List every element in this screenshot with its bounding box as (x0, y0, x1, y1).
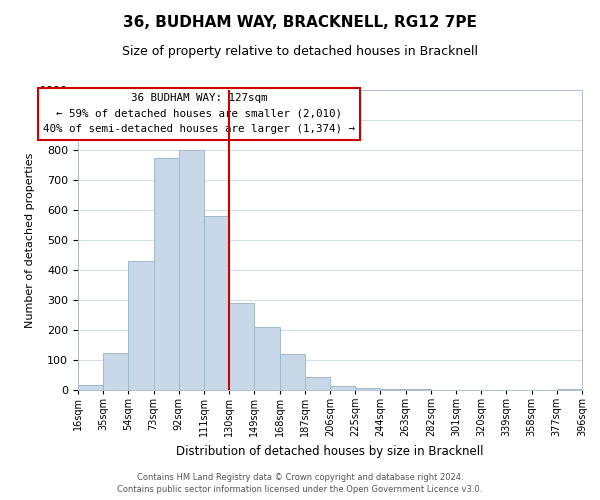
Bar (254, 327, 280, 390)
Bar (330, 386, 355, 390)
Bar (103, 352, 128, 390)
X-axis label: Distribution of detached houses by size in Bracknell: Distribution of detached houses by size … (176, 445, 484, 458)
Bar (154, 158, 179, 390)
Text: Contains HM Land Registry data © Crown copyright and database right 2024.: Contains HM Land Registry data © Crown c… (137, 472, 463, 482)
Bar (380, 389, 406, 390)
Bar (229, 303, 254, 390)
Text: Size of property relative to detached houses in Bracknell: Size of property relative to detached ho… (122, 45, 478, 58)
Y-axis label: Number of detached properties: Number of detached properties (25, 152, 35, 328)
Bar (204, 216, 229, 390)
Text: 36 BUDHAM WAY: 127sqm
← 59% of detached houses are smaller (2,010)
40% of semi-d: 36 BUDHAM WAY: 127sqm ← 59% of detached … (43, 93, 355, 134)
Bar (78, 384, 103, 390)
Bar (557, 388, 582, 390)
Bar (355, 388, 380, 390)
Text: Contains public sector information licensed under the Open Government Licence v3: Contains public sector information licen… (118, 485, 482, 494)
Text: 36, BUDHAM WAY, BRACKNELL, RG12 7PE: 36, BUDHAM WAY, BRACKNELL, RG12 7PE (123, 15, 477, 30)
Bar (280, 354, 305, 390)
Bar (128, 261, 154, 390)
Bar (179, 150, 204, 390)
Bar (305, 378, 330, 390)
